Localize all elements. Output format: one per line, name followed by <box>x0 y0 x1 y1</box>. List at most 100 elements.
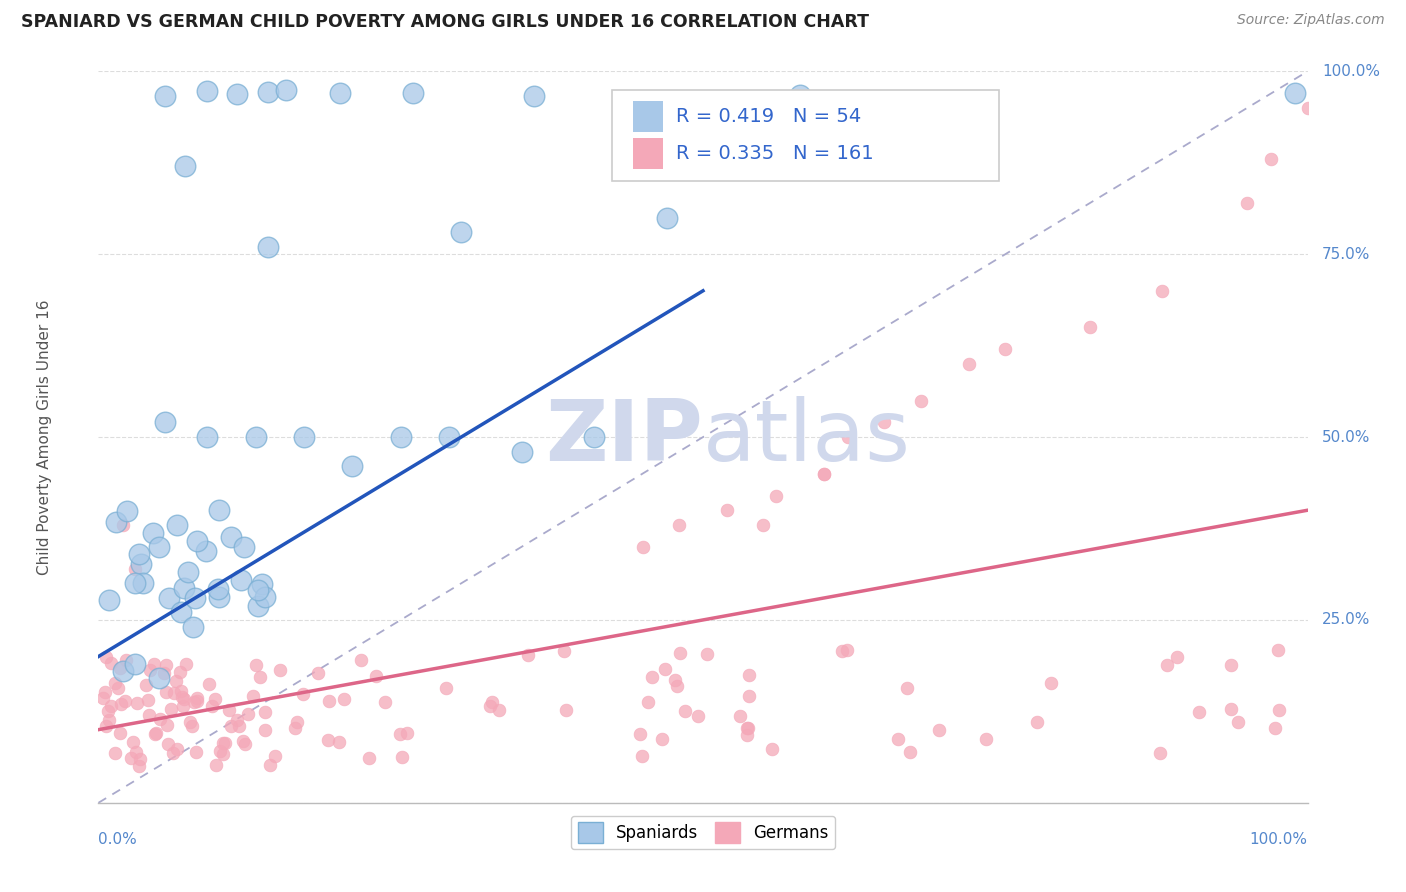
Point <box>873 416 896 430</box>
Point <box>291 687 314 701</box>
Point <box>100 656 122 670</box>
Point <box>655 211 678 225</box>
Point <box>1039 676 1062 690</box>
Point <box>104 746 127 760</box>
Point <box>172 698 194 713</box>
Point <box>1026 715 1049 730</box>
Point <box>100 699 122 714</box>
Point <box>153 89 176 103</box>
Point <box>1267 643 1289 657</box>
Point <box>201 699 224 714</box>
Point <box>232 540 254 554</box>
Point <box>1149 746 1171 760</box>
Point <box>256 240 278 254</box>
Text: 0.0%: 0.0% <box>98 832 138 847</box>
Point <box>813 467 835 481</box>
Point <box>110 697 132 711</box>
Point <box>173 581 195 595</box>
Point <box>1152 284 1174 298</box>
Point <box>129 752 152 766</box>
Point <box>928 723 950 737</box>
Point <box>184 745 207 759</box>
Point <box>896 681 918 696</box>
Text: R = 0.419   N = 54: R = 0.419 N = 54 <box>676 107 862 126</box>
Point <box>108 726 131 740</box>
Point <box>631 540 654 554</box>
Point <box>1166 650 1188 665</box>
Point <box>481 695 503 709</box>
Point <box>669 646 692 660</box>
Point <box>523 89 546 103</box>
Point <box>402 87 425 101</box>
Point <box>737 721 759 735</box>
Point <box>637 695 659 709</box>
Point <box>124 576 146 591</box>
Point <box>328 735 350 749</box>
Point <box>583 430 606 444</box>
Point <box>654 662 676 676</box>
Point <box>97 705 120 719</box>
Point <box>142 525 165 540</box>
Point <box>96 650 118 665</box>
Point <box>195 84 218 98</box>
Point <box>221 530 243 544</box>
Point <box>479 698 502 713</box>
Point <box>218 703 240 717</box>
Point <box>641 670 664 684</box>
Point <box>761 742 783 756</box>
Point <box>630 748 652 763</box>
Point <box>97 592 120 607</box>
Point <box>274 83 297 97</box>
Point <box>1236 196 1258 211</box>
Point <box>259 757 281 772</box>
Point <box>342 459 364 474</box>
Point <box>152 665 174 680</box>
Text: 50.0%: 50.0% <box>1322 430 1371 444</box>
Point <box>114 694 136 708</box>
Point <box>195 430 218 444</box>
Point <box>156 718 179 732</box>
Point <box>292 430 315 444</box>
Point <box>269 663 291 677</box>
Point <box>333 692 356 706</box>
Point <box>115 653 138 667</box>
Point <box>628 727 651 741</box>
Point <box>553 644 575 658</box>
Point <box>284 721 307 735</box>
Point <box>149 712 172 726</box>
Point <box>395 725 418 739</box>
Point <box>737 721 759 735</box>
Text: ZIP: ZIP <box>546 395 703 479</box>
Point <box>245 658 267 673</box>
Point <box>254 590 277 604</box>
Point <box>329 86 352 100</box>
Point <box>111 664 134 678</box>
Point <box>143 657 166 671</box>
Point <box>115 503 138 517</box>
Point <box>124 657 146 671</box>
Point <box>307 666 329 681</box>
Point <box>139 663 162 677</box>
Point <box>716 503 738 517</box>
Point <box>316 733 339 747</box>
Point <box>488 703 510 717</box>
Point <box>166 517 188 532</box>
Point <box>173 691 195 706</box>
Point <box>138 708 160 723</box>
Point <box>285 715 308 730</box>
FancyBboxPatch shape <box>613 90 1000 181</box>
Point <box>179 715 201 730</box>
Point <box>228 718 250 732</box>
Text: R = 0.335   N = 161: R = 0.335 N = 161 <box>676 144 875 162</box>
Point <box>208 744 231 758</box>
Point <box>837 643 859 657</box>
Point <box>364 669 387 683</box>
Point <box>128 548 150 562</box>
Point <box>91 690 114 705</box>
Point <box>247 599 270 613</box>
Point <box>124 562 146 576</box>
Point <box>214 736 236 750</box>
Point <box>110 660 132 674</box>
Point <box>664 673 686 687</box>
Point <box>111 517 134 532</box>
